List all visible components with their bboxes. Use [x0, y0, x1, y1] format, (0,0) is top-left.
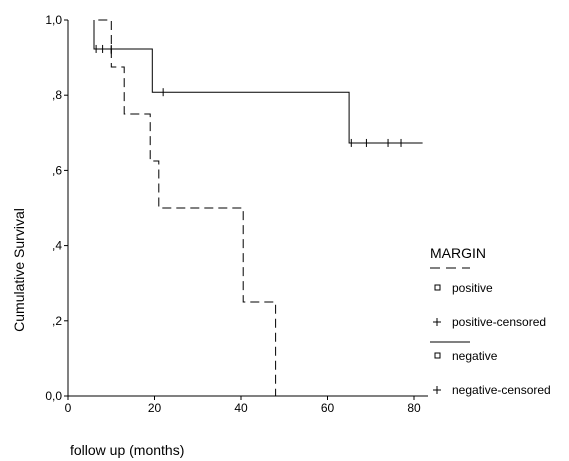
x-axis-title: follow up (months) — [70, 442, 184, 458]
y-axis-title: Cumulative Survival — [11, 208, 27, 332]
legend-items: positive positive-censored negative negativ… — [430, 267, 551, 397]
legend-plus-marker — [433, 318, 441, 326]
y-tick-label: ,6 — [52, 163, 62, 177]
x-tick-label: 40 — [234, 401, 248, 415]
y-tick-label: 0,0 — [45, 389, 62, 403]
legend: MARGIN positive positive-censored negative… — [430, 245, 551, 397]
legend-label: negative — [452, 349, 498, 363]
y-tick-label: ,4 — [52, 239, 62, 253]
legend-square-marker — [434, 284, 441, 291]
x-tick-label: 60 — [321, 401, 335, 415]
legend-title: MARGIN — [430, 245, 486, 261]
y-tick-label: ,8 — [52, 88, 62, 102]
legend-plus-marker — [433, 386, 441, 394]
series-line-positive — [98, 19, 277, 396]
legend-label: positive — [452, 281, 493, 295]
axes — [67, 20, 428, 397]
legend-square-marker — [434, 352, 441, 359]
y-tick-label: ,2 — [52, 314, 62, 328]
x-tick-label: 80 — [407, 401, 421, 415]
x-ticks: 0 20 40 60 80 — [65, 396, 421, 415]
legend-label: negative-censored — [452, 383, 551, 397]
y-ticks: 0,0 ,2 ,4 ,6 ,8 1,0 — [45, 13, 68, 403]
x-tick-label: 0 — [65, 401, 72, 415]
x-tick-label: 20 — [148, 401, 162, 415]
series-line-negative — [93, 20, 423, 144]
y-tick-label: 1,0 — [45, 13, 62, 27]
series-layer — [93, 19, 423, 396]
legend-label: positive-censored — [452, 315, 546, 329]
